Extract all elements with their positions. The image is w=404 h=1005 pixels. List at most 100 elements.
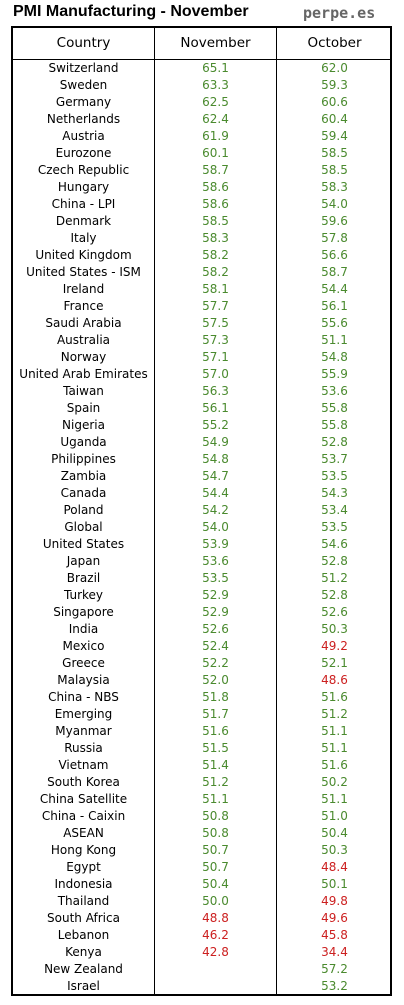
november-value: 56.3 — [202, 384, 229, 398]
table-row: China - NBS 51.8 51.6 — [13, 689, 390, 706]
country-cell: China - NBS — [48, 690, 119, 704]
country-cell: Thailand — [57, 894, 110, 908]
country-cell: Nigeria — [62, 418, 105, 432]
table-row: Taiwan 56.3 53.6 — [13, 383, 390, 400]
country-cell: Denmark — [55, 214, 112, 228]
table-row: Uganda 54.9 52.8 — [13, 434, 390, 451]
october-value: 53.4 — [321, 503, 348, 517]
table-row: Indonesia 50.4 50.1 — [13, 876, 390, 893]
table-row: ASEAN 50.8 50.4 — [13, 825, 390, 842]
november-value: 52.4 — [202, 639, 229, 653]
november-value: 50.7 — [202, 843, 229, 857]
october-value: 53.5 — [321, 469, 348, 483]
table-row: South Korea 51.2 50.2 — [13, 774, 390, 791]
october-value: 52.6 — [321, 605, 348, 619]
october-value: 50.3 — [321, 843, 348, 857]
october-value: 57.8 — [321, 231, 348, 245]
october-value: 51.0 — [321, 809, 348, 823]
november-value: 54.2 — [202, 503, 229, 517]
november-value: 54.4 — [202, 486, 229, 500]
october-value: 58.5 — [321, 163, 348, 177]
october-value: 54.3 — [321, 486, 348, 500]
october-value: 50.3 — [321, 622, 348, 636]
table-row: Czech Republic 58.7 58.5 — [13, 162, 390, 179]
country-cell: Russia — [64, 741, 103, 755]
november-value: 42.8 — [202, 945, 229, 959]
table-row: Ireland 58.1 54.4 — [13, 281, 390, 298]
november-value: 54.9 — [202, 435, 229, 449]
october-value: 53.5 — [321, 520, 348, 534]
november-value: 53.9 — [202, 537, 229, 551]
country-cell: South Africa — [47, 911, 120, 925]
november-value: 58.2 — [202, 248, 229, 262]
country-cell: China - LPI — [51, 197, 116, 211]
october-value: 34.4 — [321, 945, 348, 959]
october-value: 57.2 — [321, 962, 348, 976]
october-value: 50.1 — [321, 877, 348, 891]
november-value: 58.1 — [202, 282, 229, 296]
country-cell: Mexico — [62, 639, 105, 653]
october-value: 48.4 — [321, 860, 348, 874]
country-cell: New Zealand — [44, 962, 123, 976]
country-cell: Austria — [62, 129, 105, 143]
table-row: United Arab Emirates 57.0 55.9 — [13, 366, 390, 383]
table-row: China - LPI 58.6 54.0 — [13, 196, 390, 213]
november-value: 52.9 — [202, 605, 229, 619]
november-value: 46.2 — [202, 928, 229, 942]
november-value: 52.0 — [202, 673, 229, 687]
table-row: United States 53.9 54.6 — [13, 536, 390, 553]
october-value: 53.2 — [321, 979, 348, 993]
country-cell: Norway — [60, 350, 107, 364]
november-value: 65.1 — [202, 61, 229, 75]
country-cell: Italy — [70, 231, 97, 245]
table-row: United Kingdom 58.2 56.6 — [13, 247, 390, 264]
november-value: 57.3 — [202, 333, 229, 347]
country-cell: France — [63, 299, 104, 313]
november-value — [155, 978, 276, 995]
november-value: 57.5 — [202, 316, 229, 330]
country-cell: Vietnam — [58, 758, 109, 772]
table-row: Myanmar 51.6 51.1 — [13, 723, 390, 740]
country-cell: Emerging — [54, 707, 113, 721]
table-row: Lebanon 46.2 45.8 — [13, 927, 390, 944]
table-row: Singapore 52.9 52.6 — [13, 604, 390, 621]
table-row: Emerging 51.7 51.2 — [13, 706, 390, 723]
table-row: Germany 62.5 60.6 — [13, 94, 390, 111]
november-value: 57.1 — [202, 350, 229, 364]
country-cell: Poland — [63, 503, 104, 517]
october-value: 52.1 — [321, 656, 348, 670]
country-cell: Brazil — [66, 571, 101, 585]
country-cell: Greece — [62, 656, 105, 670]
october-value: 59.3 — [321, 78, 348, 92]
november-value: 53.6 — [202, 554, 229, 568]
country-cell: Spain — [66, 401, 101, 415]
october-value: 53.7 — [321, 452, 348, 466]
table-row: Canada 54.4 54.3 — [13, 485, 390, 502]
october-value: 56.1 — [321, 299, 348, 313]
table-row: New Zealand 57.2 — [13, 961, 390, 978]
october-value: 52.8 — [321, 435, 348, 449]
table-row: Hong Kong 50.7 50.3 — [13, 842, 390, 859]
november-value: 52.2 — [202, 656, 229, 670]
november-value — [155, 961, 276, 978]
country-cell: Czech Republic — [37, 163, 130, 177]
november-value: 51.4 — [202, 758, 229, 772]
november-value: 54.0 — [202, 520, 229, 534]
november-value: 62.5 — [202, 95, 229, 109]
country-cell: Taiwan — [63, 384, 104, 398]
pmi-table: Country November October Switzerland 65.1… — [11, 26, 392, 996]
table-row: China - Caixin 50.8 51.0 — [13, 808, 390, 825]
october-value: 60.6 — [321, 95, 348, 109]
country-cell: Philippines — [51, 452, 116, 466]
country-cell: Myanmar — [55, 724, 112, 738]
table-row: Saudi Arabia 57.5 55.6 — [13, 315, 390, 332]
october-value: 59.6 — [321, 214, 348, 228]
table-body: Switzerland 65.1 62.0 Sweden 63.3 59.3 Germany… — [13, 60, 390, 995]
october-value: 51.6 — [321, 690, 348, 704]
october-value: 54.0 — [321, 197, 348, 211]
table-row: Spain 56.1 55.8 — [13, 400, 390, 417]
november-value: 51.1 — [202, 792, 229, 806]
table-row: Nigeria 55.2 55.8 — [13, 417, 390, 434]
table-row: Norway 57.1 54.8 — [13, 349, 390, 366]
november-value: 62.4 — [202, 112, 229, 126]
